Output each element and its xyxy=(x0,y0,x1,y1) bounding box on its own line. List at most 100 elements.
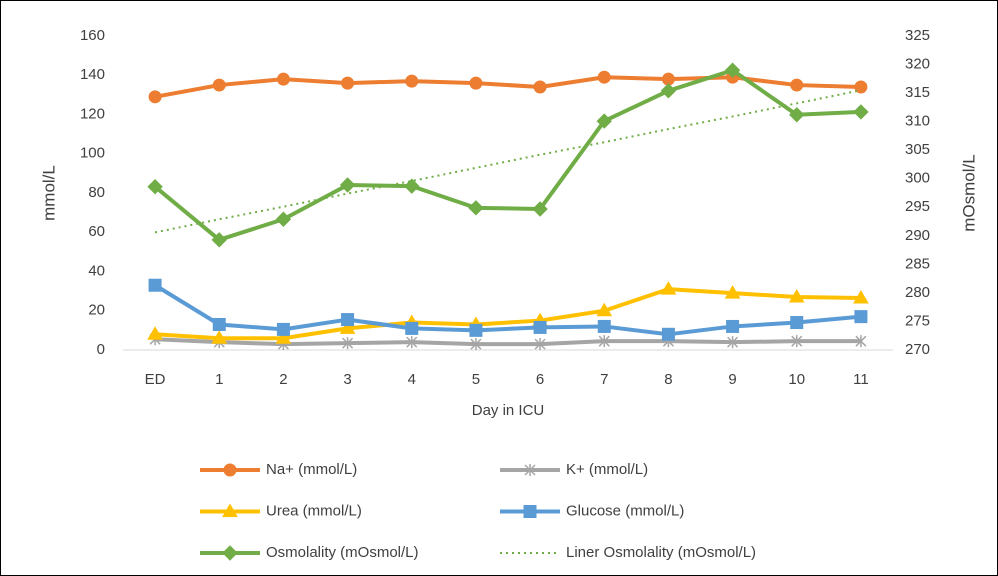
data-point xyxy=(855,335,867,348)
data-point xyxy=(596,302,613,317)
y2-tick-label: 320 xyxy=(905,56,930,73)
y2-tick-label: 285 xyxy=(905,255,930,272)
data-point xyxy=(660,83,677,99)
x-tick-label: 10 xyxy=(788,371,805,388)
y-tick-label: 0 xyxy=(97,341,105,358)
data-point xyxy=(275,330,292,344)
data-point xyxy=(148,278,162,292)
y-tick-label: 40 xyxy=(88,262,105,279)
data-point xyxy=(212,317,226,331)
data-point xyxy=(724,285,741,299)
series-line xyxy=(154,283,862,337)
legend-marker xyxy=(223,463,237,477)
data-point xyxy=(853,104,869,120)
x-tick-label: 9 xyxy=(728,371,736,388)
data-point xyxy=(339,177,356,193)
data-point xyxy=(405,321,419,335)
data-point xyxy=(276,72,290,86)
data-point xyxy=(533,80,547,94)
data-point xyxy=(276,322,290,336)
data-point xyxy=(468,200,484,216)
data-point xyxy=(854,310,868,324)
data-point xyxy=(339,320,356,334)
x-tick-label: 4 xyxy=(408,371,416,388)
legend-marker xyxy=(222,545,238,561)
data-point xyxy=(596,113,612,129)
y2-axis-title: mOsmol/L xyxy=(959,154,978,231)
data-point xyxy=(534,338,546,351)
data-point xyxy=(148,90,162,104)
data-point xyxy=(791,335,803,348)
data-point xyxy=(660,281,677,295)
series-line xyxy=(154,337,861,347)
data-point xyxy=(597,319,611,333)
y2-tick-label: 310 xyxy=(905,113,930,130)
x-tick-label: 5 xyxy=(472,371,480,388)
y-tick-label: 140 xyxy=(80,66,105,83)
y2-tick-label: 305 xyxy=(905,141,930,158)
data-point xyxy=(790,316,804,330)
x-tick-label: 11 xyxy=(853,371,869,388)
data-point xyxy=(406,336,418,349)
y-tick-label: 120 xyxy=(80,105,105,122)
data-point xyxy=(342,337,354,350)
x-tick-label: 1 xyxy=(215,371,223,388)
legend-marker xyxy=(222,503,238,517)
legend-marker xyxy=(524,464,536,476)
data-point xyxy=(341,313,355,327)
data-point xyxy=(275,211,292,227)
data-point xyxy=(726,319,740,333)
x-tick-label: 8 xyxy=(664,371,672,388)
data-point xyxy=(790,78,804,92)
y2-tick-label: 290 xyxy=(905,227,930,244)
data-point xyxy=(789,107,805,123)
y-tick-label: 160 xyxy=(80,27,105,44)
y2-tick-label: 295 xyxy=(905,198,930,215)
y2-tick-label: 325 xyxy=(905,27,930,44)
legend-marker xyxy=(523,505,537,518)
y-axis-title: mmol/L xyxy=(39,165,58,221)
data-point xyxy=(341,76,355,90)
y-tick-label: 20 xyxy=(88,302,105,319)
data-point xyxy=(469,323,483,337)
data-point xyxy=(597,70,611,84)
y-tick-label: 80 xyxy=(88,184,105,201)
data-point xyxy=(404,178,420,194)
data-point xyxy=(853,290,869,304)
x-tick-label: 7 xyxy=(600,371,608,388)
y2-tick-label: 270 xyxy=(905,341,930,358)
data-point xyxy=(147,326,163,340)
legend-label: Na+ (mmol/L) xyxy=(266,461,357,478)
legend-label: Liner Osmolality (mOsmol/L) xyxy=(566,544,756,561)
data-point xyxy=(211,232,227,248)
y2-tick-label: 315 xyxy=(905,84,930,101)
data-point xyxy=(533,320,547,334)
data-point xyxy=(727,336,739,349)
data-point xyxy=(405,74,419,88)
legend-label: K+ (mmol/L) xyxy=(566,461,648,478)
data-point xyxy=(724,62,741,78)
y2-tick-label: 275 xyxy=(905,312,930,329)
data-point xyxy=(470,338,482,351)
y2-tick-label: 300 xyxy=(905,170,930,187)
data-point xyxy=(788,289,805,303)
data-point xyxy=(854,80,868,94)
x-tick-label: 3 xyxy=(343,371,351,388)
y-tick-label: 100 xyxy=(80,145,105,162)
x-axis-title: Day in ICU xyxy=(472,402,545,419)
data-point xyxy=(147,179,163,195)
legend-label: Glucose (mmol/L) xyxy=(566,502,684,519)
legend-label: Osmolality (mOsmol/L) xyxy=(266,544,419,561)
data-point xyxy=(469,76,483,90)
data-point xyxy=(598,335,610,348)
data-point xyxy=(211,330,228,344)
legend-label: Urea (mmol/L) xyxy=(266,502,362,519)
series-line xyxy=(153,68,862,242)
y2-tick-label: 280 xyxy=(905,284,930,301)
y-tick-label: 60 xyxy=(88,223,105,240)
x-tick-label: 6 xyxy=(536,371,544,388)
data-point xyxy=(661,327,675,341)
data-point xyxy=(212,78,226,92)
x-tick-label: ED xyxy=(145,371,166,388)
